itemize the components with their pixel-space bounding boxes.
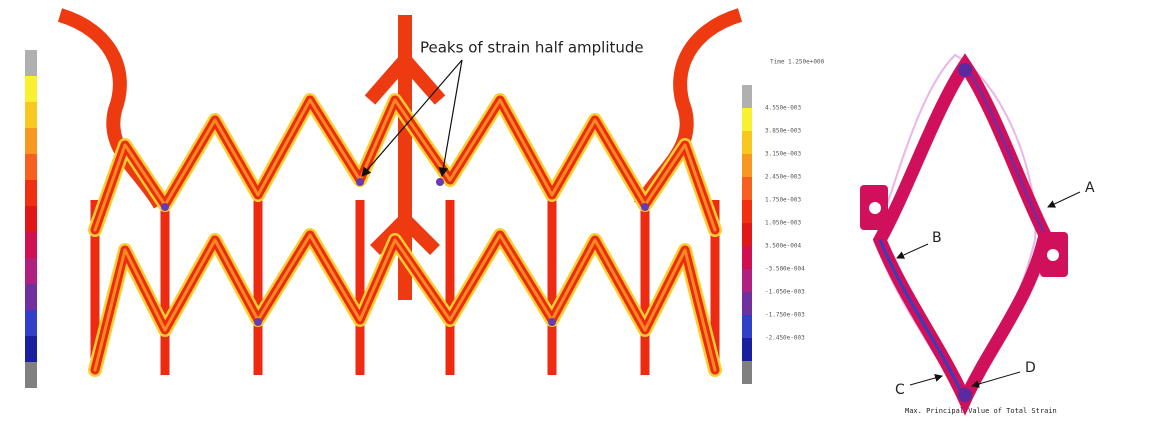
legend-label: 3.500e-004 xyxy=(765,243,802,250)
arrow xyxy=(897,244,928,258)
right-legend: 4.550e-003 3.850e-003 3.150e-003 2.450e-003… xyxy=(742,85,805,384)
legend-label: 1.050e-003 xyxy=(765,220,802,227)
legend-label: 4.550e-003 xyxy=(765,105,802,112)
legend-label: -1.750e-003 xyxy=(765,312,805,319)
legend-swatch xyxy=(742,338,752,361)
legend-swatch xyxy=(25,362,37,388)
peak xyxy=(548,318,556,326)
annotation: Peaks of strain half amplitude xyxy=(420,39,644,57)
legend-label: -1.050e-003 xyxy=(765,289,805,296)
peak xyxy=(161,203,169,211)
time-label: Time 1.250e+000 xyxy=(770,59,825,66)
legend-swatch xyxy=(742,246,752,269)
legend-swatch xyxy=(742,315,752,338)
apex xyxy=(958,63,972,77)
legend-label: -2.450e-003 xyxy=(765,335,805,342)
legend-swatch xyxy=(742,154,752,177)
legend-swatch xyxy=(25,76,37,102)
ring-contour xyxy=(860,55,1068,405)
peak xyxy=(641,203,649,211)
legend-swatch xyxy=(742,223,752,246)
arrow xyxy=(910,376,942,385)
legend-swatch xyxy=(25,336,37,362)
point-label: A xyxy=(1085,180,1095,196)
legend-swatch xyxy=(25,310,37,336)
peak xyxy=(436,178,444,186)
legend-swatch xyxy=(25,180,37,206)
legend-swatch xyxy=(742,269,752,292)
lug-hole xyxy=(1047,249,1059,261)
undeformed-outline xyxy=(875,55,1035,405)
legend-swatch xyxy=(25,232,37,258)
figure: 4.550e-003 3.850e-003 3.150e-003 2.450e-003… xyxy=(0,0,1150,422)
legend-label: 2.450e-003 xyxy=(765,174,802,181)
legend-swatch xyxy=(742,361,752,384)
legend-swatch xyxy=(25,284,37,310)
legend-swatch xyxy=(742,85,752,108)
legend-swatch xyxy=(742,177,752,200)
arrow xyxy=(1048,192,1080,207)
legend-swatch xyxy=(742,131,752,154)
stent-contour xyxy=(60,15,740,375)
point-label: D xyxy=(1025,360,1036,376)
page: {"annotation": "Peaks of strain half amp… xyxy=(0,0,1150,422)
legend-swatch xyxy=(25,258,37,284)
legend-swatch xyxy=(742,200,752,223)
point-label: B xyxy=(932,230,942,246)
point-label: C xyxy=(895,382,905,398)
legend-swatch xyxy=(742,108,752,131)
result-label: Max. Principal Value of Total Strain xyxy=(905,407,1057,415)
legend-swatch xyxy=(25,102,37,128)
apex xyxy=(958,388,972,402)
legend-swatch xyxy=(25,50,37,76)
legend-label: 1.750e-003 xyxy=(765,197,802,204)
lug-hole xyxy=(869,202,881,214)
ring xyxy=(880,65,1045,400)
legend-label: -3.500e-004 xyxy=(765,266,805,273)
legend-label: 3.850e-003 xyxy=(765,128,802,135)
legend-swatch xyxy=(25,206,37,232)
legend-label: 3.150e-003 xyxy=(765,151,802,158)
legend-swatch xyxy=(25,154,37,180)
peak xyxy=(254,318,262,326)
left-legend xyxy=(25,50,37,388)
legend-swatch xyxy=(742,292,752,315)
legend-swatch xyxy=(25,128,37,154)
peak xyxy=(356,178,364,186)
